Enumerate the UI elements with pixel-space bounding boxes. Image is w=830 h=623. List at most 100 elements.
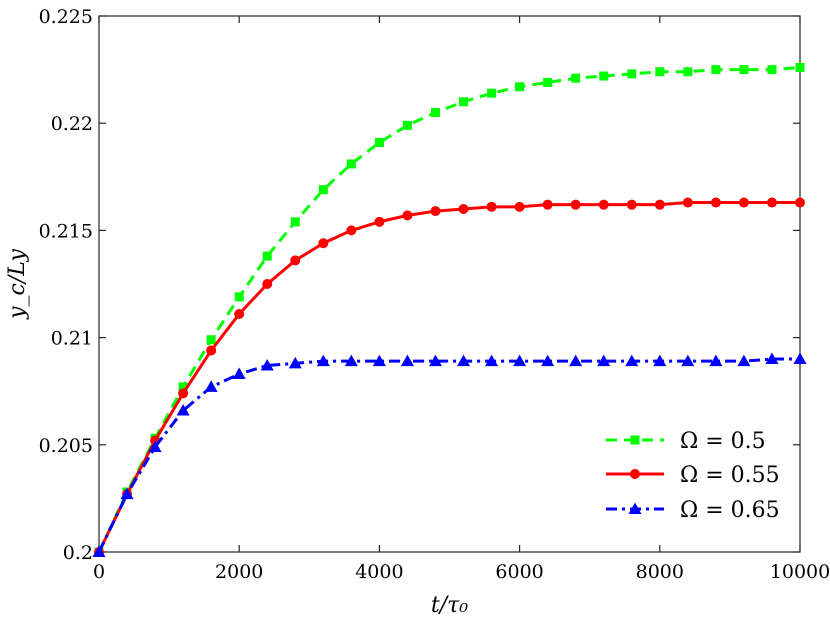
y-tick-label: 0.205: [39, 435, 93, 457]
data-point: [570, 199, 581, 210]
legend-marker: [628, 502, 642, 514]
data-point: [178, 388, 189, 399]
data-point: [486, 201, 497, 212]
data-point: [430, 107, 440, 117]
data-point: [402, 120, 412, 130]
data-point: [597, 354, 611, 367]
data-point: [232, 367, 246, 380]
data-point: [318, 185, 328, 195]
data-point: [92, 545, 106, 557]
y-tick-label: 0.2: [63, 542, 93, 564]
legend-marker: [630, 469, 640, 479]
data-point: [485, 354, 499, 367]
y-axis-label: y_c/Ly: [5, 249, 30, 320]
legend-entry: Ω = 0.5: [606, 429, 766, 454]
data-point: [738, 197, 749, 208]
data-point: [569, 354, 583, 367]
data-point: [654, 199, 665, 210]
plot-frame: [98, 15, 801, 553]
data-point: [709, 354, 723, 367]
data-point: [795, 197, 805, 208]
data-point: [739, 65, 749, 75]
data-point: [655, 67, 665, 77]
data-point: [513, 354, 527, 367]
data-point: [541, 354, 555, 367]
data-point: [120, 487, 134, 500]
x-tick-label: 8000: [636, 561, 684, 583]
data-point: [372, 354, 386, 367]
data-point: [344, 354, 358, 367]
x-tick-label: 6000: [495, 561, 543, 583]
data-point: [795, 62, 805, 72]
y-tick-label: 0.225: [39, 6, 93, 28]
data-point: [653, 354, 667, 367]
data-point: [626, 199, 637, 210]
plot-area-box: [98, 15, 801, 553]
data-point: [710, 197, 721, 208]
data-point: [428, 354, 442, 367]
data-point: [514, 201, 525, 212]
data-point: [290, 217, 300, 227]
data-point: [290, 255, 301, 266]
data-point: [767, 65, 777, 75]
x-tick-label: 0: [93, 561, 105, 583]
data-point: [178, 382, 188, 392]
data-point: [206, 335, 216, 345]
data-point: [346, 159, 356, 169]
data-point: [599, 71, 609, 81]
data-point: [374, 137, 384, 147]
data-point: [683, 67, 693, 77]
x-tick-label: 2000: [215, 561, 263, 583]
data-point: [430, 206, 441, 217]
data-point: [681, 354, 695, 367]
axis-labels: t/τ₀ y_c/Ly: [5, 249, 468, 618]
data-point: [206, 345, 217, 356]
series-layer: [92, 62, 807, 557]
y-tick-label: 0.21: [51, 328, 93, 350]
data-point: [515, 82, 525, 92]
data-point: [542, 199, 553, 210]
data-point: [457, 354, 471, 367]
data-point: [234, 309, 245, 320]
data-point: [682, 197, 693, 208]
data-point: [766, 197, 777, 208]
data-point: [487, 88, 497, 98]
data-point: [262, 279, 273, 289]
data-point: [598, 199, 609, 210]
series-3: [92, 352, 807, 557]
axis-ticks: 0 2000 4000 6000 8000 10000 0.2 0.205 0.21 0.215 0…: [39, 6, 830, 583]
data-point: [400, 354, 414, 367]
x-tick-label: 4000: [355, 561, 403, 583]
x-axis-label: t/τ₀: [431, 593, 468, 618]
data-point: [288, 356, 302, 369]
data-point: [765, 352, 779, 365]
data-point: [374, 216, 385, 227]
data-point: [625, 354, 639, 367]
data-point: [571, 73, 581, 83]
data-point: [204, 380, 218, 392]
data-point: [627, 69, 637, 79]
series-line: [97, 357, 800, 553]
y-tick-label: 0.215: [39, 220, 93, 242]
data-point: [148, 440, 162, 452]
legend: Ω = 0.5 Ω = 0.55 Ω = 0.65: [606, 429, 780, 523]
legend-label: Ω = 0.5: [680, 429, 766, 454]
data-point: [459, 97, 469, 107]
data-point: [458, 203, 469, 214]
data-point: [793, 352, 807, 365]
data-point: [176, 403, 190, 416]
data-point: [402, 210, 413, 221]
data-point: [260, 358, 274, 371]
legend-label: Ω = 0.55: [680, 463, 780, 488]
data-point: [737, 354, 751, 367]
data-point: [316, 354, 330, 367]
legend-marker: [630, 435, 640, 445]
x-tick-label: 10000: [770, 561, 830, 583]
legend-entry: Ω = 0.55: [606, 463, 780, 488]
legend-label: Ω = 0.65: [680, 498, 780, 523]
data-point: [262, 251, 272, 261]
data-point: [346, 225, 357, 236]
data-point: [711, 65, 721, 75]
